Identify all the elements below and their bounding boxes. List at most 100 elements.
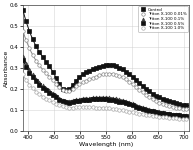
Triton X-100 0.5% — [182, 115, 184, 117]
Control — [145, 88, 147, 90]
Control — [128, 73, 130, 75]
Triton X-100 0.5% — [122, 102, 124, 103]
Triton X-100 1.0% — [35, 91, 37, 92]
Triton X-100 0.01% — [152, 98, 154, 100]
Triton X-100 0.01% — [28, 47, 31, 49]
Triton X-100 0.5% — [68, 102, 71, 103]
Triton X-100 0.01% — [55, 83, 57, 85]
Triton X-100 0.01% — [75, 85, 77, 87]
Triton X-100 0.1% — [48, 90, 51, 91]
Triton X-100 0.01% — [141, 92, 144, 93]
Triton X-100 0.01% — [155, 100, 157, 102]
Control — [75, 80, 77, 82]
Triton X-100 1.0% — [22, 74, 24, 75]
Triton X-100 0.1% — [78, 98, 80, 100]
Control — [185, 104, 187, 106]
Triton X-100 0.01% — [72, 88, 74, 90]
Control — [162, 98, 164, 100]
Triton X-100 1.0% — [38, 93, 41, 95]
Triton X-100 0.1% — [145, 107, 147, 109]
Triton X-100 1.0% — [155, 115, 157, 117]
Triton X-100 0.01% — [48, 76, 51, 78]
Triton X-100 0.5% — [28, 72, 31, 74]
Triton X-100 1.0% — [165, 117, 167, 118]
Triton X-100 1.0% — [65, 106, 67, 108]
Triton X-100 0.1% — [92, 97, 94, 98]
Control — [25, 21, 27, 22]
Triton X-100 0.01% — [165, 104, 167, 106]
Legend: Control, Triton X-100 0.01%, Triton X-100 0.1%, Triton X-100 0.5%, Triton X-100 : Control, Triton X-100 0.01%, Triton X-10… — [138, 6, 188, 32]
Control — [148, 90, 151, 92]
Triton X-100 1.0% — [48, 99, 51, 101]
Triton X-100 0.5% — [48, 92, 51, 94]
Control — [95, 67, 97, 69]
Triton X-100 0.5% — [108, 99, 111, 101]
Triton X-100 1.0% — [118, 109, 121, 111]
Control — [118, 67, 121, 68]
Triton X-100 0.01% — [32, 54, 34, 56]
Triton X-100 0.5% — [115, 100, 117, 102]
Triton X-100 0.1% — [118, 98, 121, 100]
Control — [28, 30, 31, 32]
Triton X-100 1.0% — [185, 118, 187, 120]
Triton X-100 0.1% — [55, 94, 57, 96]
Control — [155, 95, 157, 96]
Triton X-100 0.5% — [78, 100, 80, 101]
Triton X-100 0.5% — [95, 98, 97, 100]
Triton X-100 0.1% — [65, 100, 67, 102]
Triton X-100 0.01% — [35, 60, 37, 62]
Triton X-100 0.1% — [158, 111, 161, 112]
Triton X-100 0.5% — [172, 114, 174, 116]
Triton X-100 0.1% — [115, 98, 117, 99]
Control — [158, 96, 161, 98]
Triton X-100 0.1% — [172, 113, 174, 115]
Triton X-100 0.1% — [75, 99, 77, 100]
Triton X-100 0.5% — [141, 108, 144, 110]
Triton X-100 0.1% — [25, 62, 27, 64]
Triton X-100 0.01% — [182, 108, 184, 110]
Triton X-100 0.1% — [32, 73, 34, 75]
Triton X-100 0.5% — [168, 113, 171, 115]
Triton X-100 0.1% — [62, 99, 64, 100]
Triton X-100 0.5% — [145, 109, 147, 111]
Triton X-100 1.0% — [112, 108, 114, 110]
Line: Triton X-100 0.01%: Triton X-100 0.01% — [21, 29, 188, 111]
Triton X-100 0.1% — [42, 84, 44, 86]
Triton X-100 0.5% — [52, 94, 54, 96]
Triton X-100 0.1% — [72, 99, 74, 101]
Triton X-100 0.01% — [108, 73, 111, 74]
Triton X-100 0.5% — [148, 110, 151, 111]
Control — [152, 93, 154, 94]
Triton X-100 0.5% — [158, 112, 161, 114]
Line: Control: Control — [21, 8, 188, 107]
Triton X-100 0.01% — [128, 81, 130, 83]
Triton X-100 0.5% — [118, 101, 121, 102]
Control — [115, 65, 117, 67]
Control — [98, 66, 101, 68]
Control — [125, 71, 127, 73]
Triton X-100 0.5% — [178, 114, 180, 116]
Triton X-100 1.0% — [68, 107, 71, 108]
Control — [58, 83, 61, 85]
Triton X-100 0.5% — [35, 81, 37, 82]
Triton X-100 0.01% — [82, 81, 84, 83]
Triton X-100 1.0% — [172, 117, 174, 119]
Triton X-100 0.01% — [78, 83, 80, 85]
Triton X-100 1.0% — [95, 107, 97, 108]
Triton X-100 0.5% — [72, 101, 74, 103]
Triton X-100 0.5% — [102, 98, 104, 100]
Control — [88, 70, 91, 72]
Triton X-100 0.1% — [82, 97, 84, 99]
Triton X-100 1.0% — [182, 118, 184, 120]
Triton X-100 0.1% — [28, 68, 31, 70]
Triton X-100 0.01% — [42, 69, 44, 70]
Triton X-100 1.0% — [28, 84, 31, 85]
Triton X-100 0.5% — [138, 107, 141, 109]
Triton X-100 0.01% — [25, 39, 27, 41]
Triton X-100 0.01% — [158, 102, 161, 103]
Triton X-100 0.5% — [175, 114, 177, 116]
Control — [72, 84, 74, 86]
Triton X-100 0.01% — [115, 74, 117, 75]
Triton X-100 0.1% — [52, 92, 54, 94]
Triton X-100 0.5% — [55, 96, 57, 98]
